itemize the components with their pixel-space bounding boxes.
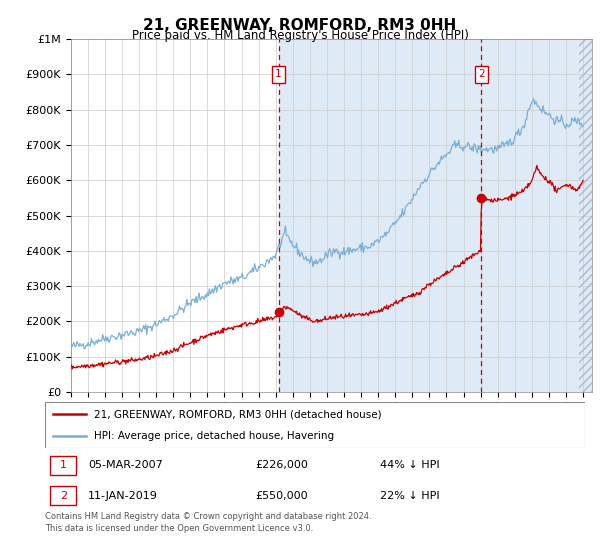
Text: Price paid vs. HM Land Registry's House Price Index (HPI): Price paid vs. HM Land Registry's House … xyxy=(131,29,469,42)
Text: 1: 1 xyxy=(60,460,67,470)
Text: This data is licensed under the Open Government Licence v3.0.: This data is licensed under the Open Gov… xyxy=(45,524,313,533)
Bar xyxy=(278,39,592,392)
Text: 1: 1 xyxy=(275,69,282,80)
FancyBboxPatch shape xyxy=(50,456,76,475)
Text: 21, GREENWAY, ROMFORD, RM3 0HH (detached house): 21, GREENWAY, ROMFORD, RM3 0HH (detached… xyxy=(94,409,381,419)
Text: 11-JAN-2019: 11-JAN-2019 xyxy=(88,491,158,501)
Text: 44% ↓ HPI: 44% ↓ HPI xyxy=(380,460,439,470)
Text: £226,000: £226,000 xyxy=(256,460,308,470)
Text: Contains HM Land Registry data © Crown copyright and database right 2024.: Contains HM Land Registry data © Crown c… xyxy=(45,512,371,521)
Text: HPI: Average price, detached house, Havering: HPI: Average price, detached house, Have… xyxy=(94,431,334,441)
Text: £550,000: £550,000 xyxy=(256,491,308,501)
Text: 05-MAR-2007: 05-MAR-2007 xyxy=(88,460,163,470)
Text: 22% ↓ HPI: 22% ↓ HPI xyxy=(380,491,439,501)
Text: 21, GREENWAY, ROMFORD, RM3 0HH: 21, GREENWAY, ROMFORD, RM3 0HH xyxy=(143,18,457,33)
Text: 2: 2 xyxy=(478,69,484,80)
Bar xyxy=(579,39,600,392)
FancyBboxPatch shape xyxy=(50,486,76,505)
Text: 2: 2 xyxy=(60,491,67,501)
